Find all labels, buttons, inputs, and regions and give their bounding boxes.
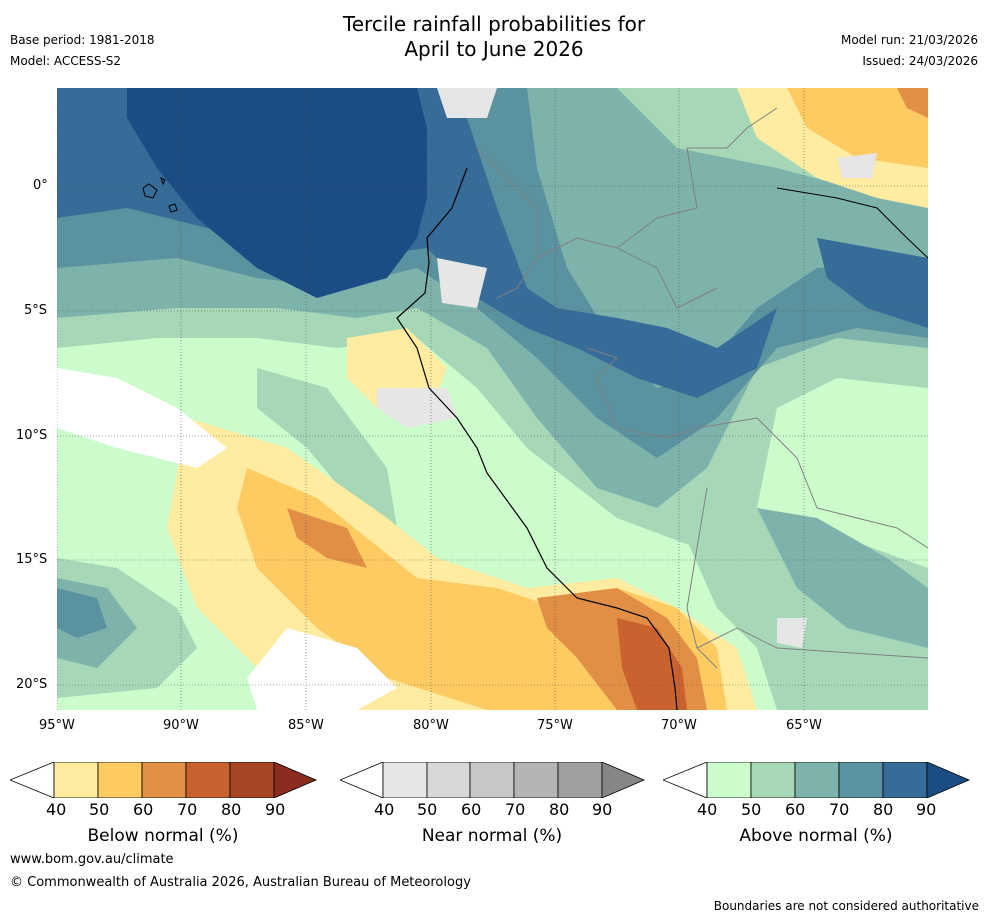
below-60-region: [287, 508, 367, 568]
colorbar-below-tick-70: 70: [177, 800, 198, 819]
lon-label-80w: 80°W: [413, 718, 449, 733]
near-40-patch-4: [777, 618, 807, 648]
lat-label-5s: 5°S: [24, 303, 48, 318]
model-run: Model run: 21/03/2026: [840, 33, 978, 47]
equatorial-coast: [776, 187, 928, 259]
colorbar-near-low-end: [340, 762, 384, 798]
white-patch-1: [57, 368, 227, 468]
coastline: [396, 167, 678, 710]
colorbar-near: [340, 762, 646, 798]
near-40-patch-1: [377, 388, 457, 428]
lon-label-65w: 65°W: [786, 718, 822, 733]
colorbar-below-high-end: [273, 762, 318, 798]
colorbar-above-title: Above normal (%): [739, 826, 893, 846]
white-patch-2: [247, 628, 397, 710]
footer-disclaimer: Boundaries are not considered authoritat…: [713, 899, 979, 913]
colorbar-above-swatch-4: [838, 762, 884, 798]
near-40-patch-2: [437, 88, 497, 118]
map-panel: [57, 88, 928, 710]
colorbar-below-swatch-3: [141, 762, 187, 798]
lon-label-75w: 75°W: [537, 718, 573, 733]
colorbar-above-low-end: [663, 762, 708, 798]
colorbar-near-swatch-4: [513, 762, 559, 798]
colorbar-above-tick-50: 50: [741, 800, 762, 819]
colorbar-below-tick-90: 90: [265, 800, 286, 819]
colorbar-near-tick-60: 60: [461, 800, 482, 819]
colorbar-near-swatch-5: [557, 762, 603, 798]
colorbar-below-tick-60: 60: [133, 800, 154, 819]
colorbar-near-swatch-1: [382, 762, 428, 798]
title-line-2: April to June 2026: [404, 37, 584, 61]
footer-url: www.bom.gov.au/climate: [10, 852, 174, 867]
colorbar-below-swatch-5: [229, 762, 275, 798]
galapagos-islands: [142, 177, 178, 213]
colorbar-near-tick-70: 70: [505, 800, 526, 819]
lat-label-0: 0°: [33, 178, 48, 193]
colorbar-near-tick-40: 40: [374, 800, 395, 819]
issued-date: Issued: 24/03/2026: [862, 54, 978, 68]
lat-label-20s: 20°S: [16, 677, 48, 692]
gridlines: [57, 88, 928, 710]
meta-right: Model run: 21/03/2026 Issued: 24/03/2026: [841, 30, 978, 72]
lon-label-90w: 90°W: [163, 718, 199, 733]
above-70-south: [57, 588, 107, 638]
colorbar-below-tick-80: 80: [221, 800, 242, 819]
colorbar-above-tick-80: 80: [873, 800, 894, 819]
lat-label-15s: 15°S: [16, 552, 48, 567]
colorbar-above-swatch-5: [882, 762, 928, 798]
colorbar-below-swatch-4: [185, 762, 231, 798]
title-line-1: Tercile rainfall probabilities for: [342, 12, 646, 36]
below-50-ne: [787, 88, 928, 168]
lon-label-85w: 85°W: [288, 718, 324, 733]
colorbar-above-tick-90: 90: [916, 800, 937, 819]
colorbar-above-swatch-2: [750, 762, 796, 798]
chart-title: Tercile rainfall probabilities for April…: [0, 12, 988, 62]
meta-left: Base period: 1981-2018 Model: ACCESS-S2: [10, 30, 155, 72]
below-70-region: [617, 618, 687, 710]
lon-label-70w: 70°W: [661, 718, 697, 733]
near-40-patch-5: [837, 153, 877, 178]
colorbar-below-low-end: [10, 762, 55, 798]
colorbar-above: [663, 762, 971, 798]
colorbar-near-tick-90: 90: [592, 800, 613, 819]
colorbar-near-title: Near normal (%): [421, 826, 563, 846]
lat-label-10s: 10°S: [16, 428, 48, 443]
colorbar-below-tick-50: 50: [89, 800, 110, 819]
below-60-ne: [897, 88, 928, 118]
colorbar-above-tick-60: 60: [785, 800, 806, 819]
colorbar-near-swatch-2: [426, 762, 471, 798]
colorbar-near-high-end: [601, 762, 646, 798]
base-period: Base period: 1981-2018: [10, 33, 155, 47]
colorbar-above-swatch-3: [794, 762, 840, 798]
colorbar-below-tick-40: 40: [46, 800, 67, 819]
country-borders: [476, 107, 928, 669]
above-90-region: [127, 88, 427, 298]
colorbar-below: [10, 762, 318, 798]
colorbar-below-title: Below normal (%): [87, 826, 239, 846]
near-40-patch-3: [437, 258, 487, 308]
footer-copyright: © Commonwealth of Australia 2026, Austra…: [10, 875, 471, 890]
colorbar-above-high-end: [926, 762, 971, 798]
colorbar-near-swatch-3: [469, 762, 515, 798]
colorbar-near-tick-80: 80: [549, 800, 570, 819]
lon-label-95w: 95°W: [39, 718, 75, 733]
colorbar-below-swatch-1: [53, 762, 99, 798]
model-name: Model: ACCESS-S2: [10, 54, 122, 68]
above-50-west: [257, 368, 397, 528]
colorbar-above-tick-40: 40: [697, 800, 718, 819]
above-60-east: [757, 508, 928, 648]
colorbar-above-tick-70: 70: [829, 800, 850, 819]
colorbar-near-tick-50: 50: [417, 800, 438, 819]
above-80-east: [817, 238, 928, 328]
colorbar-below-swatch-2: [97, 762, 143, 798]
colorbar-above-swatch-1: [706, 762, 752, 798]
